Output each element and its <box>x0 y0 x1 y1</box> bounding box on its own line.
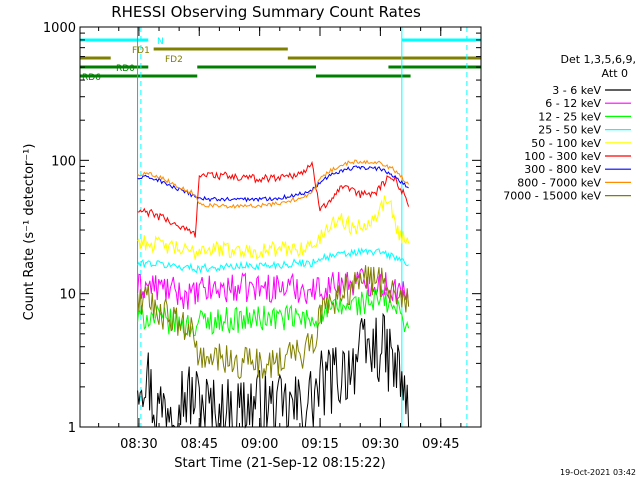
vertical-markers <box>137 27 468 427</box>
flag-label-rd6: RD6 <box>82 73 101 83</box>
legend-label-12-25-kev: 12 - 25 keV <box>538 110 601 123</box>
legend-label-300-800-kev: 300 - 800 keV <box>524 163 601 176</box>
series-line-800-7000-kev <box>137 159 410 209</box>
legend-label-7000-15000-kev: 7000 - 15000 keV <box>503 190 601 203</box>
x-axis-label: Start Time (21-Sep-12 08:15:22) <box>174 456 385 471</box>
series-line-300-800-kev <box>137 165 409 203</box>
plot-frame <box>79 26 482 428</box>
legend-label-3-6-kev: 3 - 6 keV <box>552 84 601 97</box>
x-tick-label-3: 09:15 <box>301 437 338 452</box>
flag-label-n: N <box>157 37 164 47</box>
flag-bars: N FD1 FD2 RD0 RD6 <box>80 37 481 83</box>
series-lines <box>137 159 410 429</box>
x-tick-label-1: 08:45 <box>181 437 218 452</box>
flag-label-fd2: FD2 <box>165 55 183 65</box>
legend-label-50-100-kev: 50 - 100 keV <box>531 137 601 150</box>
y-tick-label-3: 1000 <box>43 21 76 36</box>
series-line-12-25-kev <box>137 289 410 337</box>
y-axis-label: Count Rate (s⁻¹ detector⁻¹) <box>22 144 37 321</box>
chart-title: RHESSI Observing Summary Count Rates <box>111 3 421 21</box>
legend-label-6-12-kev: 6 - 12 keV <box>545 97 601 110</box>
series-line-100-300-kev <box>137 160 410 238</box>
flag-label-fd1: FD1 <box>132 46 150 56</box>
series-line-50-100-kev <box>137 195 410 260</box>
series-line-7000-15000-kev <box>137 265 410 380</box>
legend-header-line-2: Att 0 <box>602 67 628 80</box>
x-tick-label-5: 09:45 <box>422 437 459 452</box>
legend-header-line-1: Det 1,3,5,6,9, <box>560 53 636 66</box>
y-tick-label-2: 100 <box>51 154 76 169</box>
x-tick-label-2: 09:00 <box>241 437 278 452</box>
legend-label-25-50-kev: 25 - 50 keV <box>538 124 601 137</box>
series-line-25-50-kev <box>137 247 409 274</box>
x-tick-label-4: 09:30 <box>362 437 399 452</box>
legend-label-800-7000-kev: 800 - 7000 keV <box>517 176 601 189</box>
x-tick-label-0: 08:30 <box>120 437 157 452</box>
y-tick-label-0: 1 <box>68 421 76 436</box>
legend-label-100-300-kev: 100 - 300 keV <box>524 150 601 163</box>
series-line-6-12-kev <box>137 267 410 310</box>
y-tick-label-1: 10 <box>59 288 76 303</box>
flag-label-rd0: RD0 <box>116 64 135 74</box>
axes-ticks: 1 10 100 1000 08:30 08:45 09:00 09:15 09:30 09:45 <box>43 21 481 452</box>
footer-timestamp: 19-Oct-2021 03:42 <box>560 468 636 477</box>
